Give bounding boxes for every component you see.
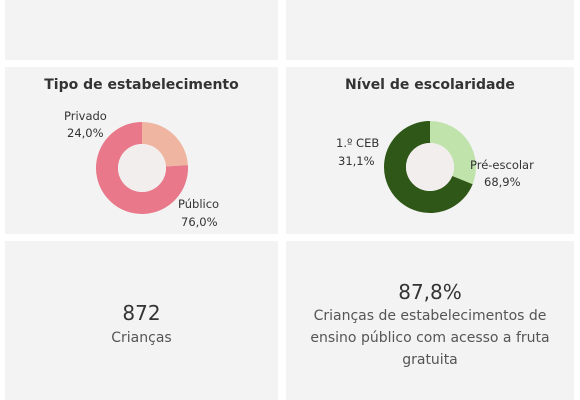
donut-slice-1-ceb[interactable] <box>430 121 476 185</box>
school-level-donut: 1.º CEB 31,1% Pré-escolar 68,9% <box>336 121 534 213</box>
donut-slice-privado[interactable] <box>142 122 188 167</box>
donut-slice-p-blico[interactable] <box>96 122 188 214</box>
children-count: 872 <box>122 301 161 325</box>
school-type-panel: Tipo de estabelecimento Privado 24,0% Pú… <box>5 67 278 234</box>
slice-label-1ceb: 1.º CEB <box>336 136 379 150</box>
school-type-title: Tipo de estabelecimento <box>44 77 239 93</box>
top-left-panel <box>5 0 278 60</box>
school-type-donut: Privado 24,0% Público 76,0% <box>64 109 219 229</box>
donut-hole <box>118 144 166 192</box>
slice-value-pre-escolar: 68,9% <box>484 175 521 189</box>
school-level-slices <box>384 121 476 213</box>
slice-label-publico: Público <box>178 197 219 211</box>
school-level-panel: Nível de escolaridade 1.º CEB 31,1% Pré-… <box>286 67 574 234</box>
slice-label-pre-escolar: Pré-escolar <box>470 158 534 172</box>
fruit-access-line-3: gratuita <box>402 352 458 368</box>
fruit-access-percentage: 87,8% <box>398 280 462 304</box>
slice-value-privado: 24,0% <box>67 126 104 140</box>
top-right-panel <box>286 0 574 60</box>
slice-value-1ceb: 31,1% <box>338 154 375 168</box>
slice-label-privado: Privado <box>64 109 107 123</box>
fruit-access-kpi-panel: 87,8% Crianças de estabelecimentos de en… <box>286 241 574 400</box>
donut-hole <box>406 143 454 191</box>
fruit-access-line-1: Crianças de estabelecimentos de <box>313 308 547 324</box>
donut-slice-pr-escolar[interactable] <box>384 121 473 213</box>
school-level-title: Nível de escolaridade <box>345 77 515 93</box>
children-kpi-panel: 872 Crianças <box>5 241 278 400</box>
slice-value-publico: 76,0% <box>181 215 218 229</box>
children-label: Crianças <box>111 330 172 346</box>
school-type-slices <box>96 122 188 214</box>
fruit-access-line-2: ensino público com acesso a fruta <box>310 330 550 346</box>
